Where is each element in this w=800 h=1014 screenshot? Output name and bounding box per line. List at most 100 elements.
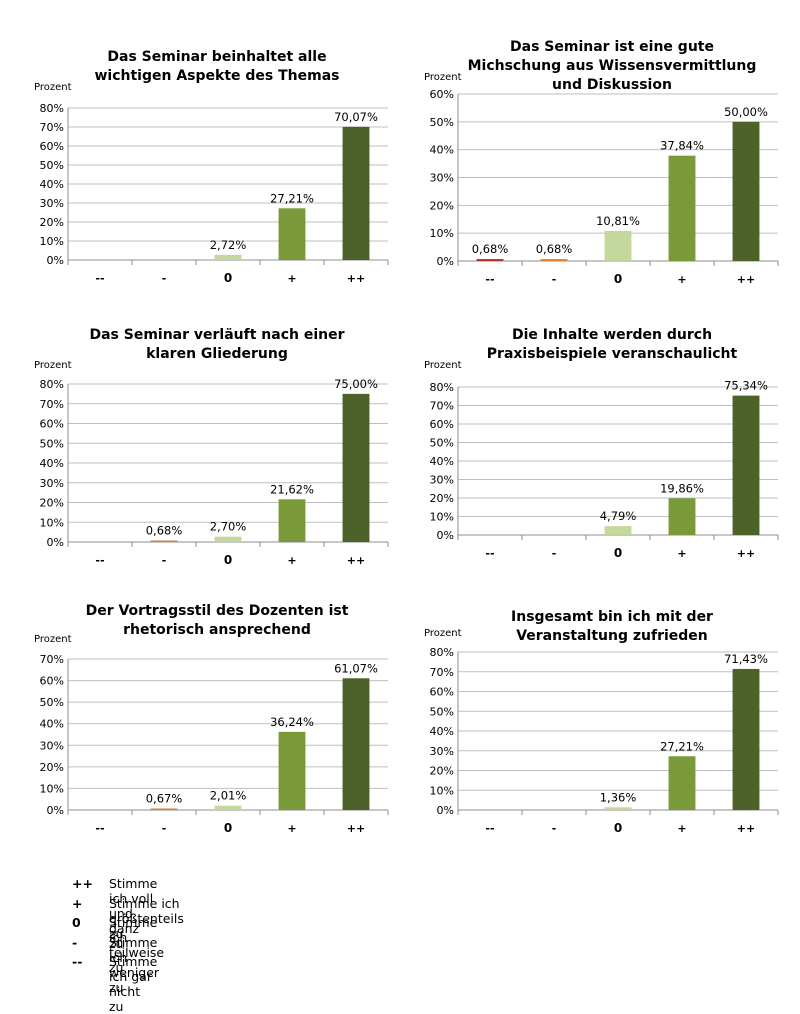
x-tick-label: ++ <box>347 554 365 567</box>
y-tick-label: 80% <box>430 381 454 394</box>
x-tick-label: 0 <box>224 553 232 567</box>
x-tick-label: 0 <box>614 272 622 286</box>
y-tick-label: 10% <box>40 235 64 248</box>
y-tick-label: 30% <box>430 172 454 185</box>
x-tick-label: -- <box>485 822 494 835</box>
y-tick-label: 20% <box>430 765 454 778</box>
data-label: 36,24% <box>270 715 314 729</box>
y-tick-label: 10% <box>430 227 454 240</box>
y-tick-label: 70% <box>40 398 64 411</box>
bar-plot: 0%10%20%30%40%50%60%70%80%-- -2,72%027,21… <box>40 102 389 285</box>
bar-zero <box>214 254 242 260</box>
x-tick-label: - <box>162 822 167 835</box>
bar-plus <box>668 756 696 810</box>
x-tick-label: ++ <box>737 822 755 835</box>
chart-title: Das Seminar beinhaltet alle wichtigen As… <box>94 49 340 84</box>
x-tick-label: - <box>162 272 167 285</box>
y-tick-label: 70% <box>430 666 454 679</box>
bar-plusplus <box>732 395 760 535</box>
x-tick-label: + <box>287 822 296 835</box>
y-tick-label: 30% <box>40 477 64 490</box>
data-label: 61,07% <box>334 661 378 675</box>
y-tick-label: 60% <box>40 140 64 153</box>
bar-minus <box>540 259 568 261</box>
x-tick-label: - <box>552 273 557 286</box>
data-label: 70,07% <box>334 110 378 124</box>
data-label: 27,21% <box>270 191 314 205</box>
y-axis-label: Prozent <box>424 628 462 639</box>
bar-plus <box>668 155 696 261</box>
bar-zero <box>214 536 242 542</box>
chart-title: Das Seminar verläuft nach einer klaren G… <box>89 327 345 362</box>
y-tick-label: 0% <box>47 254 64 267</box>
y-tick-label: 60% <box>430 88 454 101</box>
y-tick-label: 10% <box>40 516 64 529</box>
data-label: 0,68% <box>536 242 573 256</box>
x-tick-label: ++ <box>347 822 365 835</box>
x-tick-label: ++ <box>737 547 755 560</box>
bar-plus <box>278 499 306 542</box>
y-tick-label: 30% <box>430 745 454 758</box>
data-label: 2,72% <box>210 238 247 252</box>
x-tick-label: -- <box>95 272 104 285</box>
y-tick-label: 50% <box>430 705 454 718</box>
bar-plusplus <box>342 393 370 542</box>
x-tick-label: -- <box>485 273 494 286</box>
y-tick-label: 30% <box>40 739 64 752</box>
legend-symbol: -- <box>72 954 83 969</box>
legend-text: Stimme ich gar nicht zu <box>109 954 158 1014</box>
y-tick-label: 20% <box>40 761 64 774</box>
x-tick-label: ++ <box>347 272 365 285</box>
data-label: 2,01% <box>210 789 247 803</box>
chart-vortragsstil: Der Vortragsstil des Dozenten ist rhetor… <box>12 602 392 840</box>
x-tick-label: 0 <box>614 546 622 560</box>
y-tick-label: 40% <box>430 725 454 738</box>
y-tick-label: 40% <box>40 178 64 191</box>
data-label: 21,62% <box>270 482 314 496</box>
data-label: 19,86% <box>660 481 704 495</box>
data-label: 27,21% <box>660 739 704 753</box>
bar-plot: 0% 10% 20% 30% 40% 50% 60% 0,68% -- 0,68% - 10,81% 0… <box>430 88 779 286</box>
chart-seminar-aspekte: Das Seminar beinhaltet alle wichtigen As… <box>12 48 392 290</box>
y-tick-label: 0% <box>437 255 454 268</box>
x-tick-label: -- <box>485 547 494 560</box>
x-tick-label: - <box>552 822 557 835</box>
y-axis-label: Prozent <box>424 72 462 83</box>
x-tick-label: - <box>162 554 167 567</box>
chart-insgesamt-zufrieden: Insgesamt bin ich mit der Veranstaltung … <box>402 608 782 840</box>
y-tick-label: 80% <box>430 646 454 659</box>
bar-zero <box>604 526 632 535</box>
bar-zero <box>604 230 632 261</box>
y-tick-label: 50% <box>40 696 64 709</box>
bar-plus <box>278 731 306 810</box>
chart-praxisbeispiele: Die Inhalte werden durch Praxisbeispiele… <box>402 326 782 566</box>
chart-title: Der Vortragsstil des Dozenten ist rhetor… <box>85 603 349 638</box>
y-tick-label: 50% <box>40 437 64 450</box>
data-label: 75,00% <box>334 377 378 391</box>
y-tick-label: 0% <box>47 536 64 549</box>
y-tick-label: 50% <box>430 437 454 450</box>
bar-plusplus <box>732 121 760 261</box>
bar-plot: 0%10%20%30%40%50%60%70%80%-- -1,36%027,21… <box>430 646 779 835</box>
data-label: 37,84% <box>660 139 704 153</box>
y-axis-label: Prozent <box>34 634 72 645</box>
legend-symbol: 0 <box>72 915 81 930</box>
data-label: 10,81% <box>596 214 640 228</box>
bar-plot: 0% 10% 20% 30% 40% 50% 60% 70% -- 0,67% - 2,01% 0 36,… <box>40 653 389 835</box>
bar-zero <box>604 807 632 810</box>
legend-text: Stimme ich voll und ganz zu <box>109 876 158 951</box>
legend-text: Stimme ich teilweise zu <box>109 915 165 975</box>
bar-plusplus <box>342 126 370 260</box>
y-tick-label: 60% <box>430 418 454 431</box>
y-tick-label: 0% <box>437 529 454 542</box>
bar-minus <box>150 808 178 810</box>
y-tick-label: 30% <box>430 474 454 487</box>
x-tick-label: ++ <box>737 273 755 286</box>
x-tick-label: -- <box>95 822 104 835</box>
chart-seminar-mischung: Das Seminar ist eine gute Michschung aus… <box>402 38 782 290</box>
y-tick-label: 50% <box>40 159 64 172</box>
y-tick-label: 60% <box>40 418 64 431</box>
data-label: 71,43% <box>724 652 768 666</box>
x-tick-label: + <box>287 554 296 567</box>
data-label: 4,79% <box>600 509 637 523</box>
